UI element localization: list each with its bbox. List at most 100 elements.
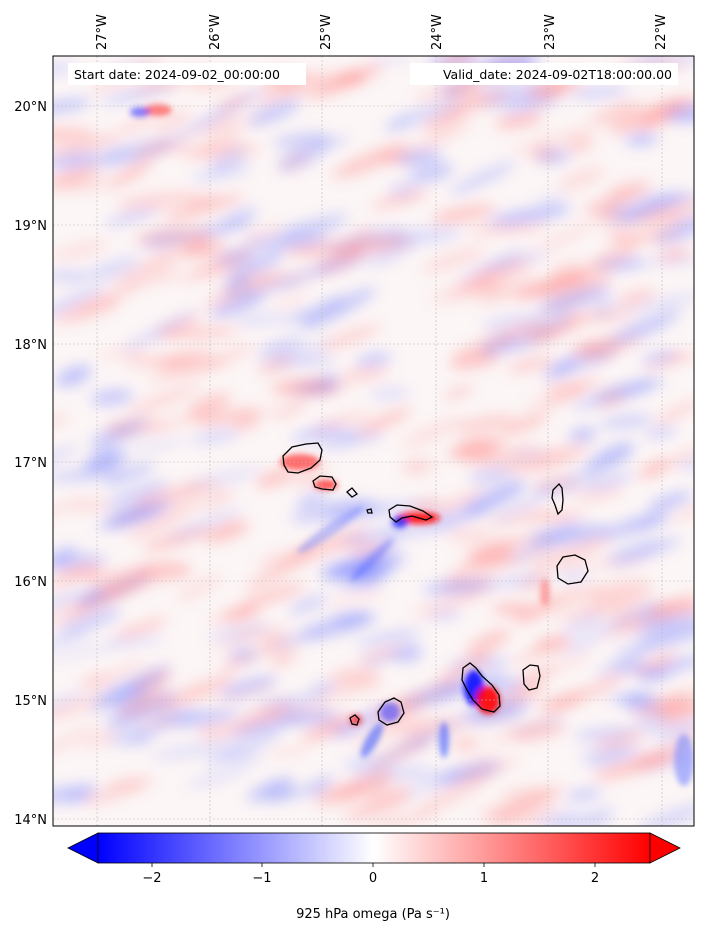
island-sao-vicente bbox=[312, 475, 337, 491]
omega-blob bbox=[72, 498, 111, 513]
colorbar-tick: 0 bbox=[369, 871, 377, 886]
island-santa-luzia bbox=[346, 487, 358, 498]
omega-blob bbox=[454, 326, 529, 360]
lat-label: 15°N bbox=[14, 694, 47, 709]
lat-label: 16°N bbox=[14, 575, 47, 590]
omega-blob bbox=[636, 655, 694, 679]
omega-blob bbox=[527, 315, 586, 345]
island-santiago bbox=[461, 662, 501, 713]
omega-blob bbox=[447, 443, 496, 461]
omega-blob bbox=[257, 355, 294, 375]
omega-blob bbox=[670, 502, 694, 521]
omega-blob bbox=[337, 241, 415, 255]
omega-blob bbox=[53, 150, 96, 172]
omega-blob bbox=[135, 481, 218, 507]
omega-blob bbox=[111, 252, 175, 284]
omega-blob bbox=[210, 681, 279, 705]
omega-blob bbox=[152, 710, 234, 728]
valid-date-label: Valid_date: 2024-09-02T18:00:00.00 bbox=[443, 67, 672, 82]
omega-blob bbox=[537, 285, 612, 314]
island-fogo bbox=[377, 697, 405, 726]
omega-blob bbox=[577, 746, 648, 760]
omega-blob bbox=[108, 419, 164, 434]
omega-blob bbox=[295, 491, 328, 508]
omega-blob bbox=[658, 247, 691, 261]
omega-blob bbox=[127, 697, 173, 719]
omega-blob bbox=[499, 786, 568, 799]
omega-blob bbox=[518, 575, 551, 590]
omega-blob bbox=[520, 325, 558, 335]
omega-blob bbox=[477, 280, 541, 304]
omega-blob bbox=[241, 224, 284, 245]
omega-blob bbox=[455, 415, 515, 432]
colorbar-extend-low bbox=[67, 832, 99, 864]
omega-blob bbox=[54, 153, 142, 169]
omega-blob bbox=[198, 344, 255, 370]
omega-blob bbox=[563, 559, 650, 569]
omega-blob bbox=[638, 803, 694, 826]
omega-blob bbox=[404, 119, 474, 157]
omega-blob bbox=[514, 598, 558, 625]
omega-blob bbox=[677, 458, 694, 471]
omega-blob bbox=[555, 571, 590, 581]
omega-blob bbox=[534, 636, 572, 653]
omega-blob bbox=[369, 387, 410, 401]
omega-blob bbox=[208, 605, 264, 624]
omega-blob bbox=[649, 445, 694, 475]
omega-blob bbox=[196, 723, 234, 740]
omega-blob bbox=[265, 786, 329, 798]
omega-blob bbox=[221, 753, 266, 763]
omega-blob bbox=[301, 713, 355, 743]
omega-blob bbox=[210, 291, 267, 318]
omega-blob bbox=[129, 439, 185, 451]
omega-blob bbox=[54, 298, 121, 324]
omega-blob bbox=[366, 56, 416, 64]
map-frame bbox=[52, 55, 695, 827]
header-annotations: Start date: 2024-09-02_00:00:00 Valid_da… bbox=[68, 63, 678, 85]
omega-blob bbox=[118, 114, 159, 134]
lon-label: 25°W bbox=[319, 14, 334, 50]
omega-blob bbox=[190, 163, 253, 182]
omega-blob bbox=[624, 133, 659, 146]
omega-blob bbox=[463, 479, 527, 516]
colorbar-tick: −2 bbox=[142, 871, 161, 886]
omega-blob bbox=[653, 726, 692, 748]
omega-blob bbox=[643, 427, 678, 439]
omega-blob bbox=[277, 139, 331, 171]
omega-blob bbox=[53, 643, 127, 661]
omega-blob bbox=[647, 653, 678, 672]
omega-blob bbox=[642, 256, 694, 265]
omega-blob bbox=[383, 515, 467, 539]
omega-blob bbox=[187, 393, 231, 417]
omega-blob bbox=[339, 563, 395, 591]
omega-blob bbox=[205, 729, 284, 766]
omega-blob bbox=[332, 142, 409, 179]
omega-blob bbox=[301, 287, 377, 330]
omega-blob bbox=[609, 537, 683, 566]
omega-blob bbox=[469, 467, 512, 484]
omega-blob bbox=[550, 347, 617, 375]
omega-blob bbox=[661, 352, 694, 362]
colorbar-tick: 1 bbox=[480, 871, 488, 886]
omega-blob bbox=[200, 488, 235, 509]
omega-blob bbox=[154, 327, 239, 339]
omega-blob bbox=[654, 400, 694, 424]
omega-blob bbox=[115, 191, 198, 210]
omega-blob bbox=[53, 566, 98, 583]
omega-blob bbox=[414, 80, 476, 102]
island-santo-antao bbox=[282, 442, 323, 474]
omega-blob bbox=[467, 714, 524, 726]
omega-blob bbox=[163, 194, 244, 221]
omega-blob bbox=[196, 130, 244, 156]
omega-blob bbox=[536, 149, 572, 164]
omega-blob bbox=[180, 115, 264, 135]
omega-blob bbox=[53, 445, 78, 469]
longitude-axis: 27°W 26°W 25°W 24°W 23°W 22°W bbox=[95, 14, 669, 50]
omega-blob bbox=[466, 223, 549, 235]
colorbar-label: 925 hPa omega (Pa s⁻¹) bbox=[296, 907, 450, 922]
omega-blob bbox=[615, 660, 648, 675]
island-brava bbox=[349, 714, 360, 726]
omega-blob bbox=[256, 468, 296, 488]
omega-blob bbox=[53, 240, 109, 260]
